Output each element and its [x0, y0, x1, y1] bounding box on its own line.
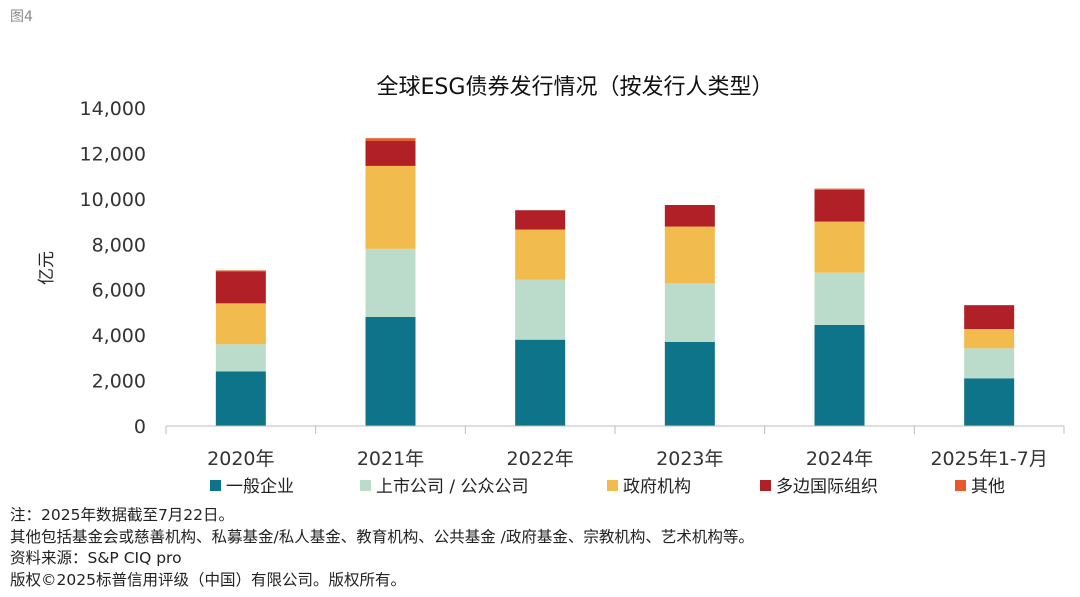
bar-segment — [365, 140, 416, 166]
x-tick-label: 2023年 — [656, 448, 723, 470]
bar-segment — [515, 210, 566, 230]
footnotes: 注：2025年数据截至7月22日。 其他包括基金会或慈善机构、私募基金/私人基金… — [10, 505, 1075, 591]
bar-segment — [215, 303, 266, 345]
bar-segment — [814, 221, 865, 273]
x-tick-label: 2020年 — [207, 448, 274, 470]
bar-segment — [664, 226, 715, 284]
bar-segment — [215, 271, 266, 304]
bar-segment — [365, 138, 416, 141]
legend-label: 一般企业 — [226, 477, 294, 497]
chart-title: 全球ESG债券发行情况（按发行人类型） — [377, 75, 774, 100]
legend: 一般企业 上市公司 / 公众公司 政府机构 多边国际组织 其他 — [210, 477, 1005, 497]
legend-label: 多边国际组织 — [776, 477, 878, 497]
bar-segment — [215, 371, 266, 426]
footnote-source: 资料来源：S&P CIQ pro — [10, 549, 182, 567]
y-tick-label: 0 — [134, 416, 146, 438]
legend-label: 政府机构 — [623, 477, 691, 497]
bar-segment — [664, 341, 715, 426]
x-tick-label: 2024年 — [806, 448, 873, 470]
bar-segment — [814, 188, 865, 190]
legend-swatch — [955, 480, 966, 491]
y-tick-label: 6,000 — [92, 280, 146, 302]
bar-segment — [664, 204, 715, 227]
bar-segment — [515, 229, 566, 280]
bar-segment — [215, 344, 266, 372]
y-axis-label: 亿元 — [37, 251, 57, 285]
footnote-others-definition: 其他包括基金会或慈善机构、私募基金/私人基金、教育机构、公共基金 /政府基金、宗… — [10, 527, 754, 546]
bar-segment — [814, 189, 865, 222]
bar-segment — [964, 348, 1015, 379]
bar-segment — [964, 378, 1015, 426]
bar-segment — [365, 316, 416, 426]
bar-segment — [365, 165, 416, 249]
footnote-copyright: 版权©2025标普信用评级（中国）有限公司。版权所有。 — [10, 570, 406, 589]
legend-swatch — [607, 480, 618, 491]
legend-swatch — [210, 480, 221, 491]
y-tick-label: 12,000 — [80, 143, 146, 165]
y-tick-label: 14,000 — [80, 98, 146, 120]
figure-label: 图4 — [10, 9, 33, 25]
bars — [215, 138, 1015, 426]
x-tick-label: 2022年 — [506, 448, 573, 470]
y-tick-label: 8,000 — [92, 234, 146, 256]
y-tick-label: 2,000 — [92, 371, 146, 393]
bar-segment — [215, 270, 266, 272]
bar-segment — [814, 324, 865, 426]
bar-segment — [664, 283, 715, 342]
legend-label: 上市公司 / 公众公司 — [376, 477, 529, 497]
x-tick-label: 2021年 — [357, 448, 424, 470]
legend-swatch — [760, 480, 771, 491]
y-tick-label: 10,000 — [80, 189, 146, 211]
y-axis-ticks: 0 2,000 4,000 6,000 8,000 10,000 12,000 14,000 — [80, 98, 146, 438]
bar-segment — [964, 305, 1015, 330]
bar-segment — [814, 272, 865, 325]
stacked-bar-chart: 全球ESG债券发行情况（按发行人类型） 亿元 0 2,000 4,000 6,000 8… — [37, 75, 1065, 497]
x-axis-ticks: 2020年 2021年 2022年 2023年 2024年 2025年1-7月 — [165, 426, 1065, 470]
x-tick-label: 2025年1-7月 — [930, 448, 1047, 470]
y-tick-label: 4,000 — [92, 325, 146, 347]
bar-segment — [515, 279, 566, 340]
legend-label: 其他 — [971, 477, 1005, 497]
legend-swatch — [360, 480, 371, 491]
bar-segment — [964, 329, 1015, 349]
bar-segment — [365, 248, 416, 317]
bar-segment — [515, 339, 566, 426]
footnote-date-note: 注：2025年数据截至7月22日。 — [10, 506, 235, 524]
